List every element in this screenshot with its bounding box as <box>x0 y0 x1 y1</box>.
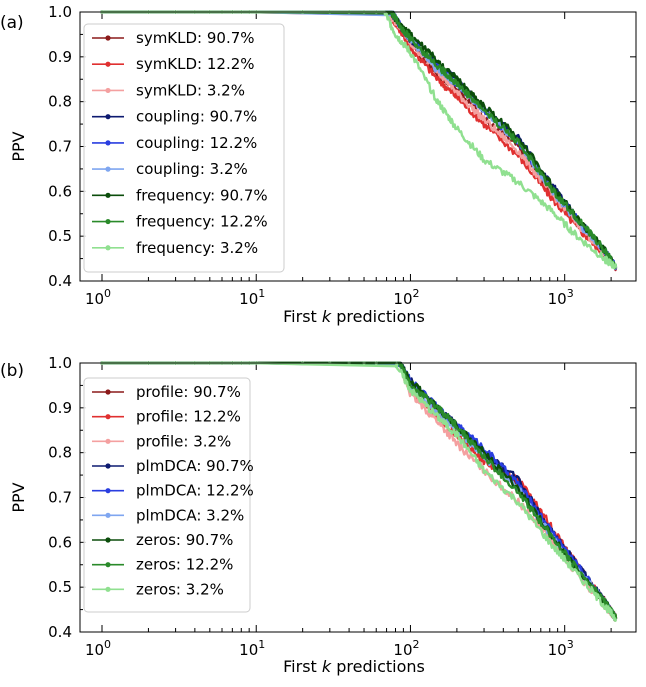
legend-label: coupling: 12.2% <box>136 134 257 152</box>
legend-label: symKLD: 90.7% <box>136 29 255 47</box>
series-line <box>102 10 618 272</box>
legend-swatch-marker <box>105 463 111 469</box>
legend-label: profile: 12.2% <box>136 408 241 426</box>
y-tick-label: 0.5 <box>48 578 72 596</box>
legend-label: frequency: 90.7% <box>136 186 268 204</box>
y-tick-label: 0.6 <box>48 182 72 200</box>
legend-swatch-marker <box>105 512 111 518</box>
y-tick-label: 1.0 <box>48 3 72 21</box>
legend-label: plmDCA: 90.7% <box>136 457 254 475</box>
legend-swatch-marker <box>105 192 111 198</box>
legend-label: plmDCA: 12.2% <box>136 482 254 500</box>
legend-swatch-marker <box>105 114 111 120</box>
legend-label: symKLD: 12.2% <box>136 55 255 73</box>
series-line <box>102 10 618 270</box>
legend-swatch-marker <box>105 586 111 592</box>
legend-swatch-marker <box>105 438 111 444</box>
y-tick-label: 0.7 <box>48 489 72 507</box>
legend-label: zeros: 12.2% <box>136 556 233 574</box>
x-tick-label: 100 <box>85 638 111 659</box>
legend-swatch-marker <box>105 87 111 94</box>
x-tick-label: 102 <box>393 287 419 308</box>
x-tick-label: 101 <box>239 638 265 659</box>
y-axis-label: PPV <box>9 482 28 512</box>
legend-label: symKLD: 3.2% <box>136 81 245 99</box>
legend-swatch-marker <box>105 140 111 146</box>
series-line <box>102 10 617 269</box>
legend-swatch-marker <box>105 537 111 543</box>
y-axis-label: PPV <box>9 131 28 161</box>
series-line <box>102 361 618 622</box>
x-axis-label: First k predictions <box>283 657 425 676</box>
series-line <box>102 361 618 622</box>
legend-swatch-marker <box>105 488 111 494</box>
legend-label: coupling: 90.7% <box>136 108 257 126</box>
legend-swatch-marker <box>105 389 111 395</box>
panel-b: (b) 0.4 0.5 0.6 0.7 0.8 0.9 1.0 100 101 102 103 prof… <box>0 354 637 676</box>
y-tick-label: 1.0 <box>48 354 72 372</box>
x-tick-label: 103 <box>548 638 574 659</box>
legend-swatch-marker <box>105 61 111 67</box>
legend-swatch-marker <box>105 414 111 420</box>
legend-label: frequency: 3.2% <box>136 239 258 257</box>
y-tick-label: 0.8 <box>48 93 72 111</box>
x-tick-label: 103 <box>548 287 574 308</box>
x-tick-label: 102 <box>393 638 419 659</box>
legend-swatch-marker <box>105 35 111 41</box>
legend-label: profile: 3.2% <box>136 432 231 450</box>
y-tick-label: 0.9 <box>48 48 72 66</box>
legend-label: zeros: 3.2% <box>136 580 224 598</box>
legend-label: plmDCA: 3.2% <box>136 506 244 524</box>
y-tick-label: 0.5 <box>48 227 72 245</box>
x-tick-label: 101 <box>239 287 265 308</box>
panel-label: (b) <box>0 361 24 381</box>
x-tick-label: 100 <box>85 287 111 308</box>
panel-label: (a) <box>0 13 24 33</box>
legend-label: zeros: 90.7% <box>136 531 233 549</box>
legend-swatch-marker <box>105 245 111 251</box>
x-axis-label: First k predictions <box>283 307 425 326</box>
panel-a: (a) 0.4 0.5 0.6 0.7 0.8 0.9 1.0 100 101 102 103 symK… <box>0 3 637 326</box>
y-tick-label: 0.7 <box>48 138 72 156</box>
legend-label: profile: 90.7% <box>136 383 241 401</box>
y-tick-label: 0.4 <box>48 623 72 641</box>
plot-frame <box>79 11 637 282</box>
legend-swatch-marker <box>105 218 111 225</box>
y-tick-label: 0.8 <box>48 444 72 462</box>
y-tick-label: 0.6 <box>48 533 72 551</box>
legend-swatch-marker <box>105 562 111 568</box>
y-tick-label: 0.4 <box>48 272 72 290</box>
legend-swatch-marker <box>105 166 111 172</box>
legend-box <box>83 377 251 613</box>
legend-label: frequency: 12.2% <box>136 213 268 231</box>
legend-box <box>83 23 285 273</box>
plot-frame <box>79 362 637 633</box>
y-tick-label: 0.9 <box>48 399 72 417</box>
legend-label: coupling: 3.2% <box>136 160 248 178</box>
